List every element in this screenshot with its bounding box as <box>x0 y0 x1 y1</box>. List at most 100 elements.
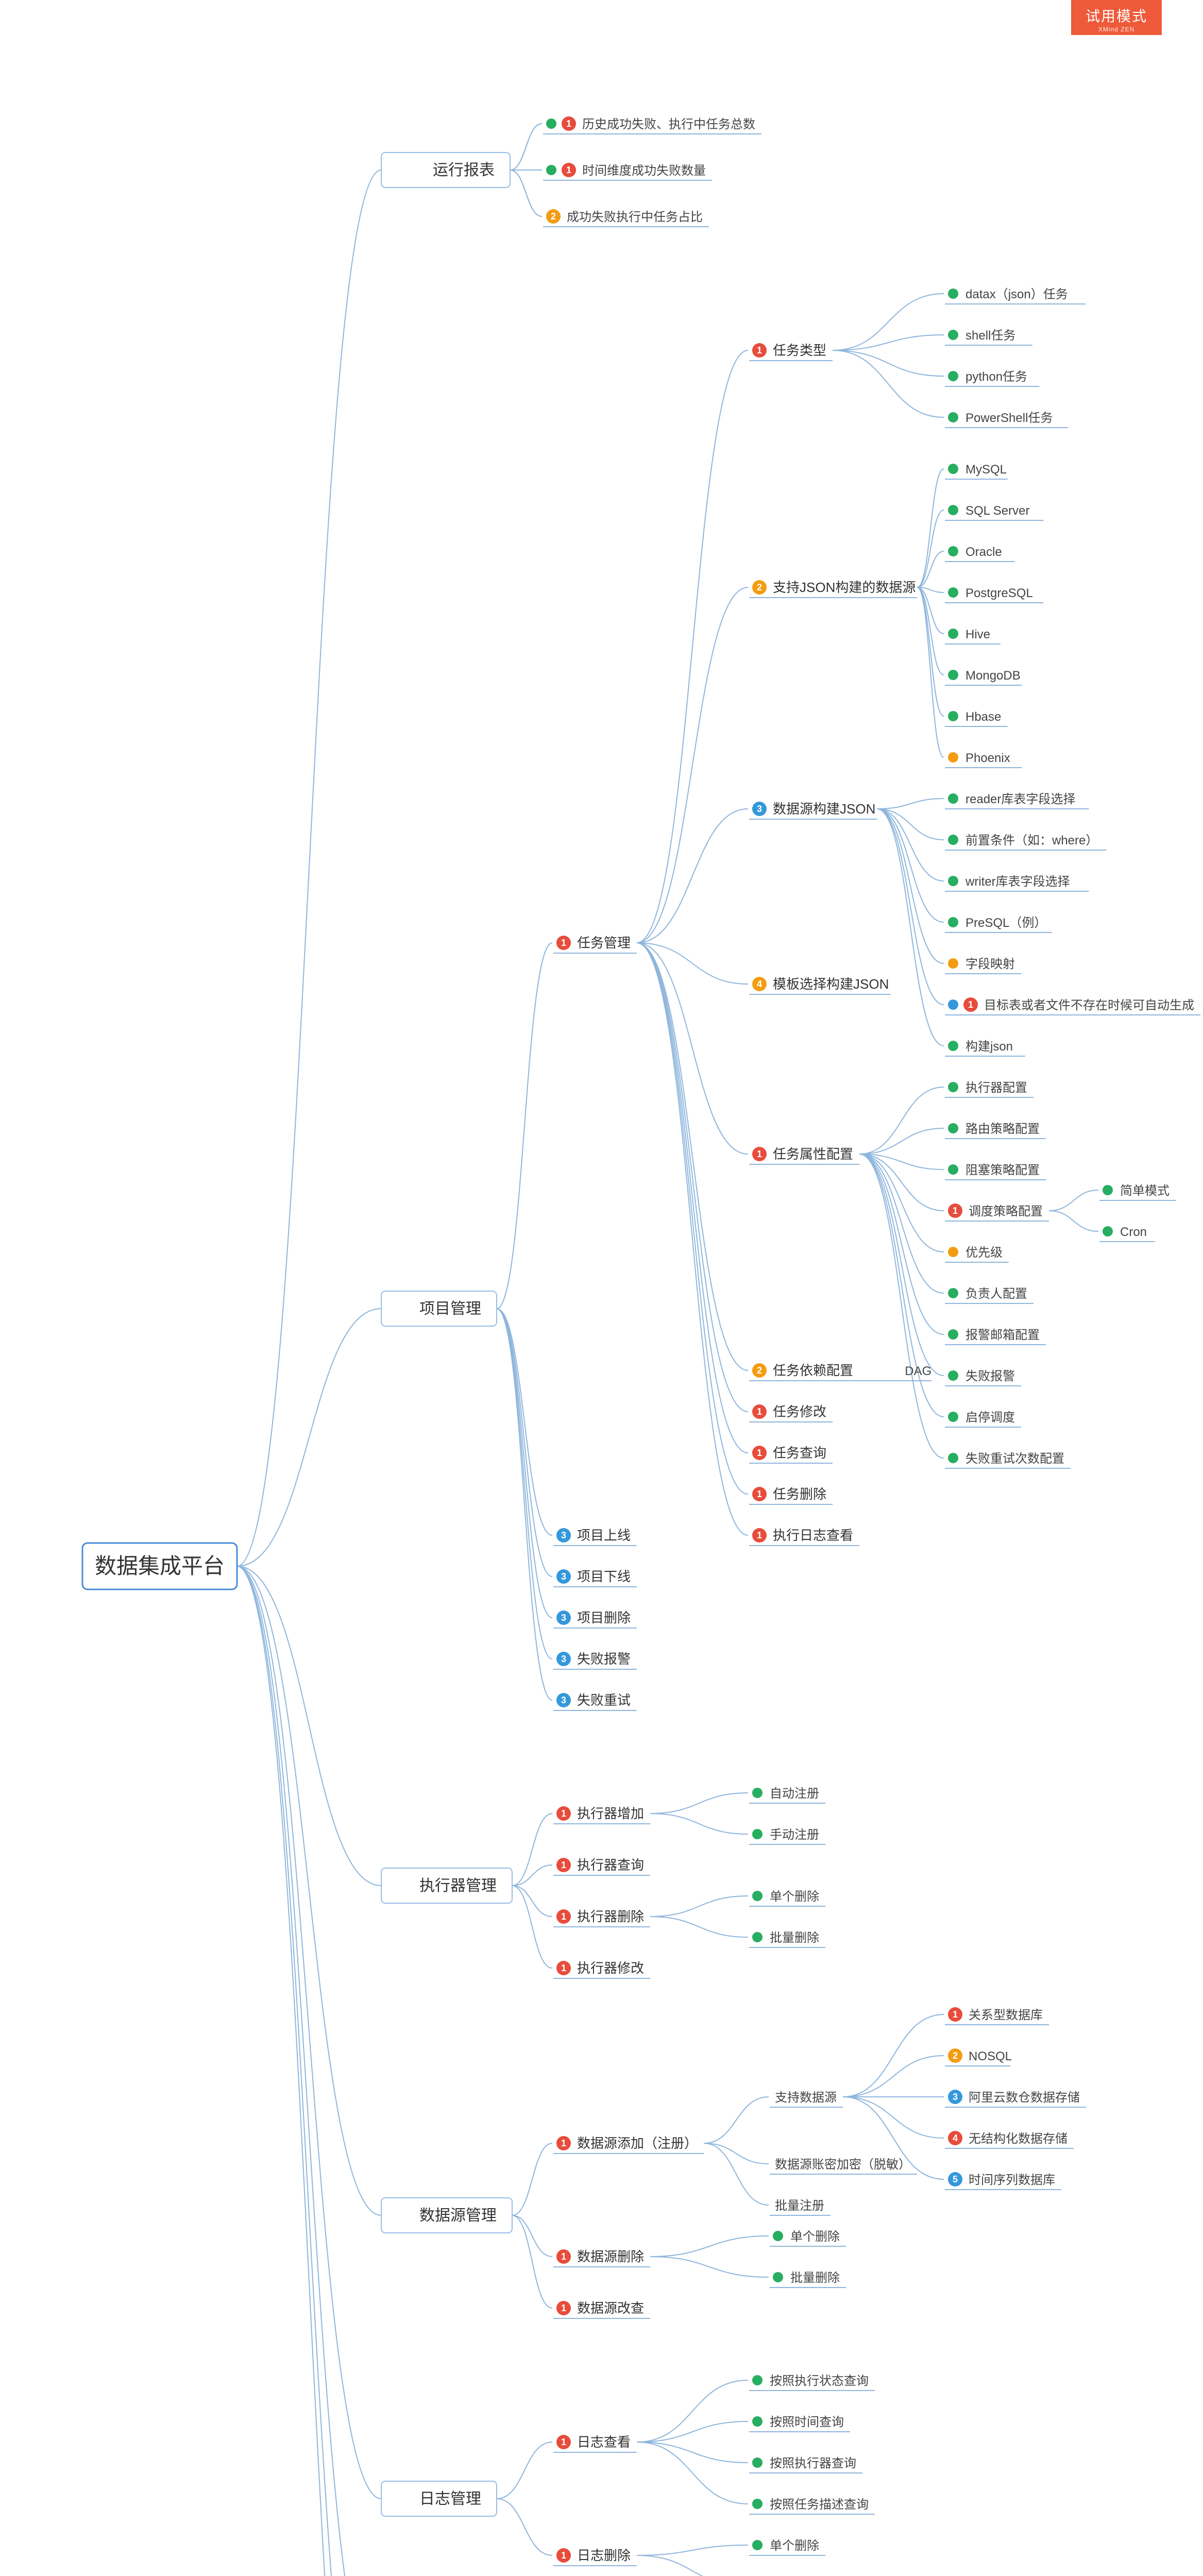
svg-text:1: 1 <box>561 1860 566 1870</box>
node-label: 历史成功失败、执行中任务总数 <box>582 117 755 131</box>
node-label: 字段映射 <box>965 957 1015 971</box>
node-label: Hbase <box>965 710 1001 724</box>
svg-text:1: 1 <box>757 345 762 355</box>
node-label: 负责人配置 <box>965 1287 1027 1301</box>
node-label: 失败重试次数配置 <box>965 1452 1064 1466</box>
node-label: 失败报警 <box>965 1369 1015 1383</box>
node-label: 启停调度 <box>965 1411 1015 1425</box>
node-label: Hive <box>965 628 990 641</box>
node-label: 时间维度成功失败数量 <box>582 164 706 178</box>
svg-text:1: 1 <box>757 1406 762 1417</box>
svg-text:1: 1 <box>968 999 973 1010</box>
svg-text:2: 2 <box>757 1365 762 1376</box>
node-label: writer库表字段选择 <box>965 875 1070 889</box>
node-label: MongoDB <box>965 669 1021 683</box>
node-label: 批量注册 <box>775 2199 824 2213</box>
node-label: 数据源构建JSON <box>773 801 875 817</box>
node-label: SQL Server <box>965 504 1030 518</box>
svg-text:3: 3 <box>561 1530 566 1540</box>
trial-sub: XMind ZEN <box>1086 26 1147 33</box>
node-label: 任务查询 <box>773 1445 826 1461</box>
node-label: 任务依赖配置 <box>773 1363 853 1378</box>
l1-label: 项目管理 <box>419 1300 481 1317</box>
node-label: 日志删除 <box>577 2548 631 2563</box>
node-label: datax（json）任务 <box>965 287 1068 301</box>
node-label: 目标表或者文件不存在时候可自动生成 <box>984 998 1194 1012</box>
node-label: 执行器增加 <box>577 1806 644 1821</box>
svg-text:1: 1 <box>561 1963 566 1973</box>
node-label: 单个删除 <box>770 1890 819 1904</box>
node-label: PowerShell任务 <box>965 411 1053 425</box>
mindmap-canvas: 211112231历史成功失败、执行中任务总数1时间维度成功失败数量2成功失败执… <box>21 21 1203 2576</box>
node-label: 优先级 <box>965 1246 1003 1260</box>
node-label: 时间序列数据库 <box>969 2173 1055 2187</box>
node-label: 任务删除 <box>773 1486 826 1502</box>
svg-text:3: 3 <box>561 1654 566 1664</box>
node-label: 关系型数据库 <box>969 2008 1043 2022</box>
svg-text:1: 1 <box>561 2138 566 2148</box>
svg-text:DAG: DAG <box>905 1364 931 1378</box>
node-label: 数据源账密加密（脱敏） <box>775 2158 911 2172</box>
node-label: 按照执行状态查询 <box>770 2374 869 2388</box>
node-label: 任务属性配置 <box>773 1146 853 1162</box>
svg-text:1: 1 <box>561 938 566 948</box>
node-label: 项目上线 <box>577 1528 631 1543</box>
node-label: 按照执行器查询 <box>770 2456 856 2470</box>
node-label: 无结构化数据存储 <box>969 2132 1068 2146</box>
svg-text:1: 1 <box>561 1911 566 1922</box>
svg-text:1: 1 <box>566 165 571 175</box>
node-label: 阻塞策略配置 <box>965 1163 1040 1177</box>
node-label: 支持JSON构建的数据源 <box>773 580 916 595</box>
svg-text:1: 1 <box>561 2437 566 2447</box>
svg-text:1: 1 <box>561 2251 566 2262</box>
node-label: Phoenix <box>965 751 1010 765</box>
trial-label: 试用模式 <box>1086 5 1147 26</box>
node-label: 按照任务描述查询 <box>770 2498 869 2512</box>
node-label: 执行器修改 <box>577 1960 644 1976</box>
node-label: 支持数据源 <box>775 2091 837 2105</box>
svg-text:2: 2 <box>757 582 762 592</box>
node-label: 任务类型 <box>773 343 826 358</box>
node-label: Cron <box>1120 1225 1147 1239</box>
svg-text:1: 1 <box>953 2009 958 2020</box>
node-label: 模板选择构建JSON <box>773 976 889 992</box>
node-label: 任务管理 <box>577 935 631 951</box>
node-label: 项目删除 <box>577 1610 631 1625</box>
node-label: 数据源删除 <box>577 2249 644 2264</box>
svg-text:4: 4 <box>757 979 762 989</box>
node-label: PreSQL（例） <box>965 916 1046 930</box>
node-label: 批量删除 <box>770 1931 819 1945</box>
l1-label: 运行报表 <box>433 162 495 179</box>
node-label: 日志查看 <box>577 2434 631 2450</box>
svg-text:1: 1 <box>566 118 571 129</box>
svg-text:3: 3 <box>757 804 762 814</box>
root-label: 数据集成平台 <box>95 1554 225 1578</box>
svg-text:3: 3 <box>953 2092 958 2102</box>
node-label: 执行器删除 <box>577 1909 644 1924</box>
l1-label: 日志管理 <box>419 2490 481 2507</box>
trial-mode-badge: 试用模式 XMind ZEN <box>1071 0 1162 35</box>
node-label: 失败报警 <box>577 1651 631 1667</box>
svg-text:1: 1 <box>757 1149 762 1159</box>
svg-text:3: 3 <box>561 1613 566 1623</box>
node-label: MySQL <box>965 463 1007 477</box>
node-label: 执行器查询 <box>577 1857 644 1873</box>
node-label: 数据源改查 <box>577 2300 644 2316</box>
node-label: Oracle <box>965 545 1002 559</box>
l1-label: 数据源管理 <box>419 2207 497 2224</box>
node-label: 简单模式 <box>1120 1184 1170 1198</box>
node-label: 执行日志查看 <box>773 1528 853 1543</box>
node-label: NOSQL <box>969 2049 1012 2063</box>
node-label: 单个删除 <box>770 2539 819 2553</box>
node-label: 任务修改 <box>773 1404 826 1419</box>
svg-text:2: 2 <box>953 2050 958 2061</box>
svg-text:3: 3 <box>561 1695 566 1705</box>
node-label: 自动注册 <box>770 1787 819 1801</box>
svg-text:1: 1 <box>561 2550 566 2561</box>
node-label: 数据源添加（注册） <box>577 2136 698 2151</box>
svg-text:4: 4 <box>953 2133 958 2143</box>
svg-text:1: 1 <box>757 1448 762 1458</box>
svg-text:5: 5 <box>953 2174 958 2184</box>
svg-text:1: 1 <box>561 1808 566 1819</box>
node-label: 按照时间查询 <box>770 2415 844 2429</box>
